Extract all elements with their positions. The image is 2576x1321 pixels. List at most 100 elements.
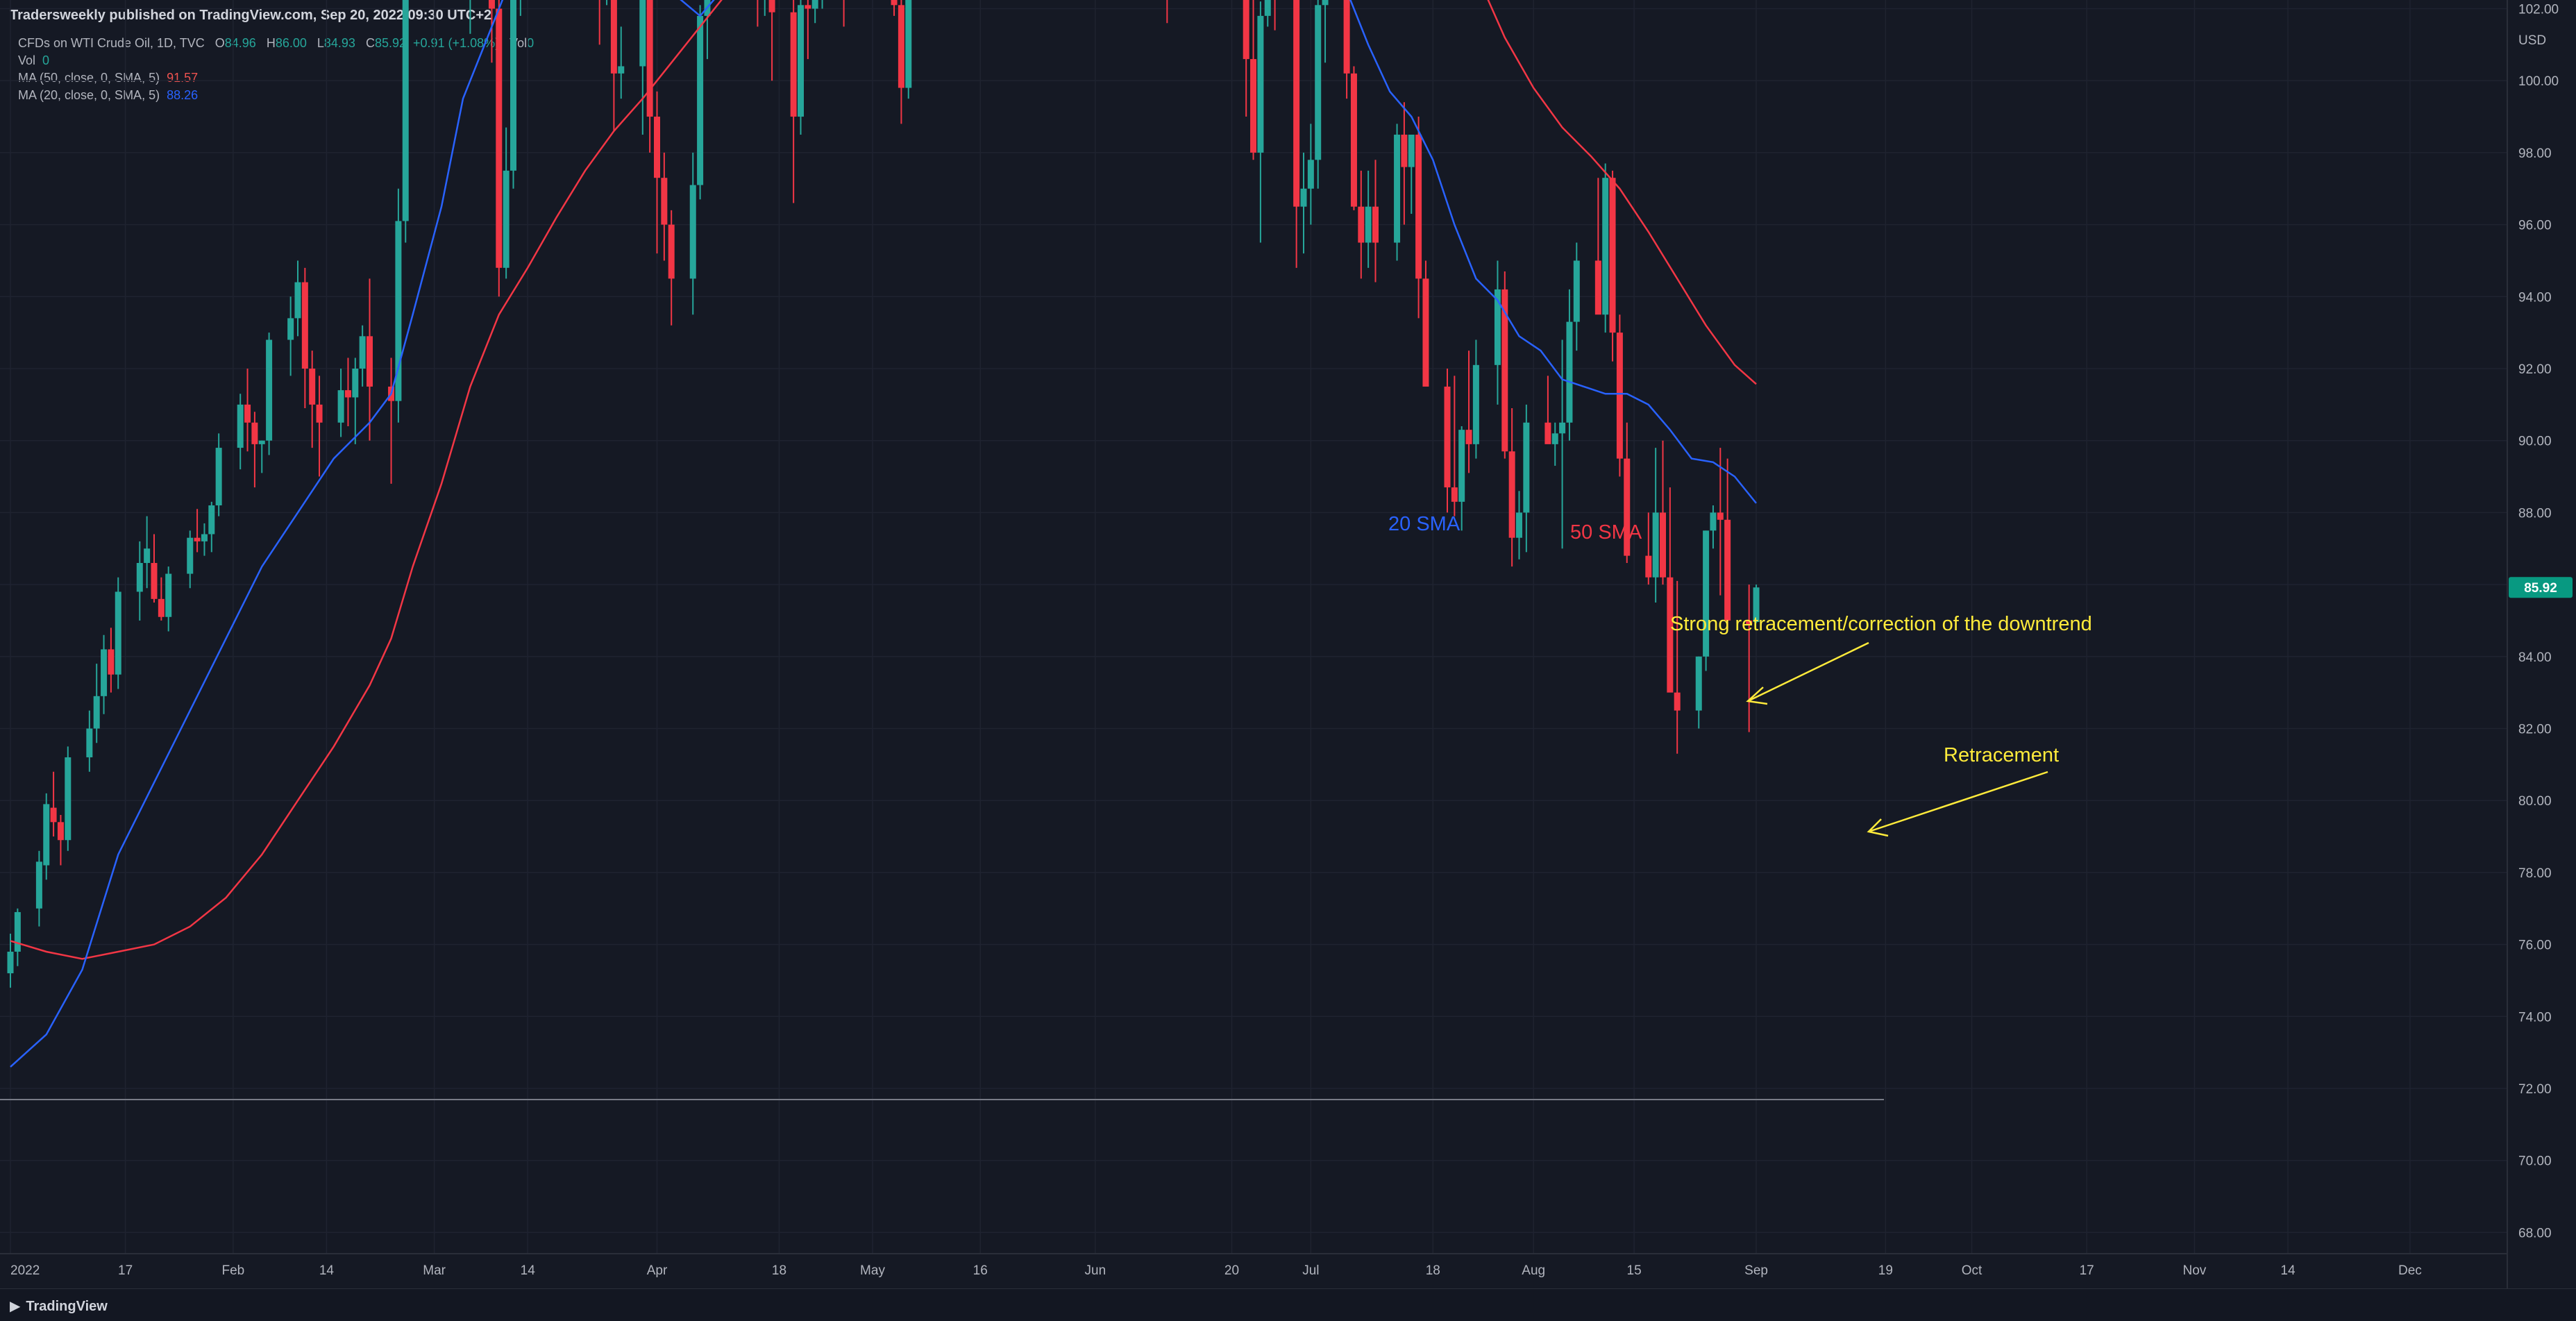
candle-131[interactable]: [1322, 0, 1329, 63]
candle-63[interactable]: [646, 0, 653, 153]
candle-46[interactable]: [467, 0, 473, 34]
candle-155[interactable]: [1566, 289, 1573, 441]
candle-0[interactable]: [7, 934, 14, 988]
candle-50[interactable]: [510, 0, 516, 189]
candle-87[interactable]: [891, 0, 898, 16]
candle-20[interactable]: [208, 501, 215, 553]
candle-12[interactable]: [136, 541, 143, 621]
candle-10[interactable]: [108, 628, 115, 693]
price-axis[interactable]: 68.00 70.00 72.00 74.00 76.00 78.00 80.00 82.00…: [2518, 0, 2559, 1241]
candle-166[interactable]: [1674, 580, 1681, 754]
candle-169[interactable]: [1710, 505, 1717, 549]
candle-146[interactable]: [1472, 339, 1479, 459]
tradingview-logo[interactable]: ▶ TradingView: [10, 1297, 108, 1315]
candle-122[interactable]: [1243, 0, 1249, 117]
candle-160[interactable]: [1616, 314, 1623, 477]
candle-7[interactable]: [86, 710, 93, 772]
candle-8[interactable]: [93, 664, 100, 743]
candle-39[interactable]: [402, 0, 409, 243]
candle-16[interactable]: [165, 566, 172, 632]
candle-80[interactable]: [811, 0, 818, 24]
candle-170[interactable]: [1717, 448, 1724, 596]
legend-ma20-row[interactable]: MA (20, close, 0, SMA, 5) 88.26: [18, 87, 534, 104]
candle-124[interactable]: [1257, 1, 1264, 243]
candle-59[interactable]: [604, 0, 610, 6]
candle-38[interactable]: [395, 188, 402, 423]
candle-173[interactable]: [1753, 584, 1760, 623]
candle-49[interactable]: [503, 127, 510, 279]
arrow-strong-retracement[interactable]: [1747, 641, 1869, 702]
candle-37[interactable]: [388, 357, 395, 484]
candle-82[interactable]: [841, 0, 847, 27]
annotation-strong-retracement[interactable]: Strong retracement/correction of the dow…: [1670, 613, 2092, 635]
candle-18[interactable]: [194, 509, 201, 553]
candle-129[interactable]: [1307, 124, 1314, 225]
candle-3[interactable]: [43, 793, 50, 880]
candle-147[interactable]: [1494, 260, 1501, 405]
candle-36[interactable]: [367, 278, 373, 441]
candle-19[interactable]: [201, 523, 208, 556]
candle-65[interactable]: [661, 152, 668, 261]
candle-74[interactable]: [755, 0, 761, 27]
candle-26[interactable]: [266, 333, 273, 455]
candle-48[interactable]: [496, 0, 503, 297]
candle-67[interactable]: [689, 152, 696, 315]
candle-167[interactable]: [1695, 656, 1702, 729]
candle-88[interactable]: [898, 0, 904, 124]
candle-134[interactable]: [1358, 170, 1365, 279]
candle-159[interactable]: [1609, 170, 1616, 362]
candle-133[interactable]: [1350, 66, 1357, 210]
candles[interactable]: [7, 0, 1760, 988]
candle-158[interactable]: [1602, 163, 1609, 333]
candle-135[interactable]: [1365, 170, 1372, 268]
candle-79[interactable]: [805, 0, 811, 60]
candle-126[interactable]: [1272, 0, 1278, 31]
candle-163[interactable]: [1652, 448, 1659, 603]
candle-33[interactable]: [344, 357, 351, 426]
candle-23[interactable]: [244, 369, 251, 452]
candle-164[interactable]: [1660, 440, 1666, 585]
candle-66[interactable]: [668, 210, 675, 326]
candle-165[interactable]: [1667, 487, 1674, 693]
candle-61[interactable]: [618, 26, 625, 99]
candle-132[interactable]: [1343, 0, 1350, 99]
candle-162[interactable]: [1645, 512, 1652, 585]
price-chart[interactable]: 68.00 70.00 72.00 74.00 76.00 78.00 80.00 82.00…: [0, 0, 2576, 1288]
legend-ma50-row[interactable]: MA (50, close, 0, SMA, 5) 91.57: [18, 69, 534, 87]
candle-139[interactable]: [1408, 134, 1415, 214]
candle-149[interactable]: [1508, 408, 1515, 567]
candle-75[interactable]: [761, 0, 768, 16]
candle-1[interactable]: [14, 908, 21, 966]
candle-31[interactable]: [316, 376, 323, 477]
candle-2[interactable]: [35, 850, 42, 927]
candle-68[interactable]: [697, 5, 704, 200]
candle-11[interactable]: [115, 577, 121, 689]
candle-161[interactable]: [1624, 422, 1631, 563]
candle-138[interactable]: [1401, 102, 1408, 225]
candle-123[interactable]: [1250, 0, 1257, 160]
candle-137[interactable]: [1394, 124, 1401, 261]
candle-128[interactable]: [1300, 152, 1307, 254]
candle-25[interactable]: [258, 440, 265, 473]
candle-22[interactable]: [237, 394, 244, 470]
candle-141[interactable]: [1422, 260, 1429, 387]
candle-76[interactable]: [768, 0, 775, 81]
candle-35[interactable]: [359, 325, 366, 387]
candle-145[interactable]: [1465, 351, 1472, 473]
candle-125[interactable]: [1264, 0, 1271, 27]
candle-47[interactable]: [488, 0, 495, 63]
annotations[interactable]: 20 SMA 50 SMA Strong retracement/correct…: [1388, 513, 2092, 837]
candle-148[interactable]: [1501, 271, 1508, 459]
candle-34[interactable]: [352, 357, 359, 444]
candle-153[interactable]: [1551, 422, 1558, 466]
candle-29[interactable]: [301, 267, 308, 409]
candle-78[interactable]: [798, 0, 804, 135]
sma50-line[interactable]: [10, 0, 1757, 960]
candle-64[interactable]: [654, 91, 660, 254]
candle-150[interactable]: [1516, 491, 1522, 559]
annotation-20sma[interactable]: 20 SMA: [1388, 513, 1460, 535]
candle-28[interactable]: [294, 260, 301, 337]
time-axis[interactable]: 2022 17 Feb 14 Mar 14 Apr 18 May 16 Jun 20 Jul 18 Aug 1…: [10, 1263, 2422, 1278]
candle-152[interactable]: [1544, 376, 1551, 444]
legend-vol-row[interactable]: Vol 0: [18, 52, 534, 69]
